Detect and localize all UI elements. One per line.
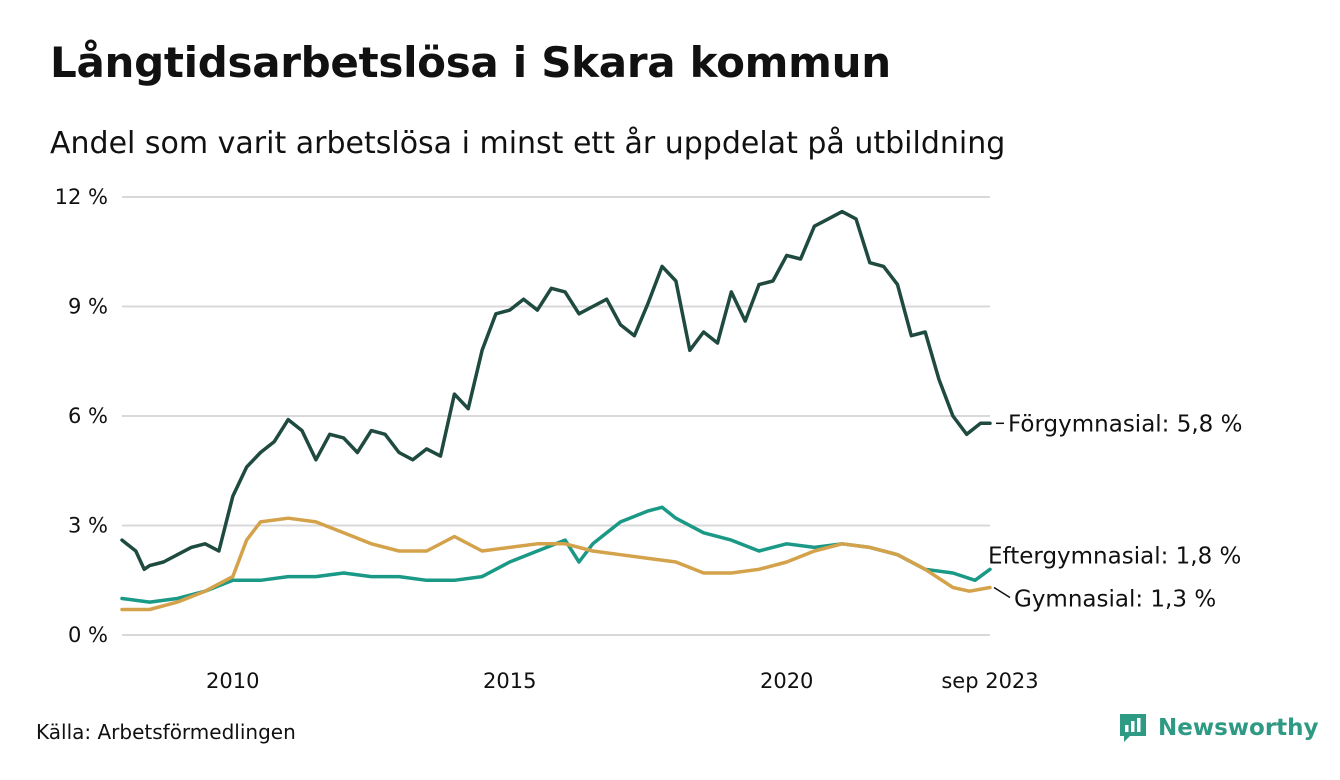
series-label-gymnasial: Gymnasial: 1,3 %: [1014, 587, 1216, 613]
chart-title: Långtidsarbetslösa i Skara kommun: [50, 38, 891, 87]
brand-name: Newsworthy: [1158, 715, 1319, 741]
brand-logo[interactable]: Newsworthy: [1118, 712, 1319, 744]
series-line-eftergymnasial: [120, 505, 992, 604]
series-line-gymnasial: [120, 516, 992, 612]
newsworthy-icon: [1120, 714, 1146, 742]
series-label-eftergymnasial: Eftergymnasial: 1,8 %: [988, 543, 1241, 569]
x-tick-label: 2010: [206, 669, 259, 693]
source-note: Källa: Arbetsförmedlingen: [36, 720, 296, 744]
series-labels: Förgymnasial: 5,8 % Eftergymnasial: 1,8 %…: [988, 411, 1242, 612]
y-axis: 0 % 3 % 6 % 9 % 12 %: [55, 185, 108, 647]
y-tick-label: 12 %: [55, 185, 108, 209]
x-tick-label: 2015: [483, 669, 536, 693]
chart-subtitle: Andel som varit arbetslösa i minst ett å…: [50, 126, 1006, 161]
series-lines: [120, 209, 992, 612]
x-axis: 2010 2015 2020 sep 2023: [206, 669, 1039, 693]
y-tick-label: 3 %: [68, 514, 108, 538]
y-tick-label: 0 %: [68, 623, 108, 647]
gridlines: [122, 196, 990, 636]
y-tick-label: 9 %: [68, 295, 108, 319]
series-label-forgymnasial: Förgymnasial: 5,8 %: [1008, 411, 1242, 437]
x-tick-label: sep 2023: [941, 669, 1038, 693]
label-connector: [993, 586, 1011, 599]
series-line-förgymnasial: [120, 209, 992, 572]
y-tick-label: 6 %: [68, 404, 108, 428]
x-tick-label: 2020: [760, 669, 813, 693]
